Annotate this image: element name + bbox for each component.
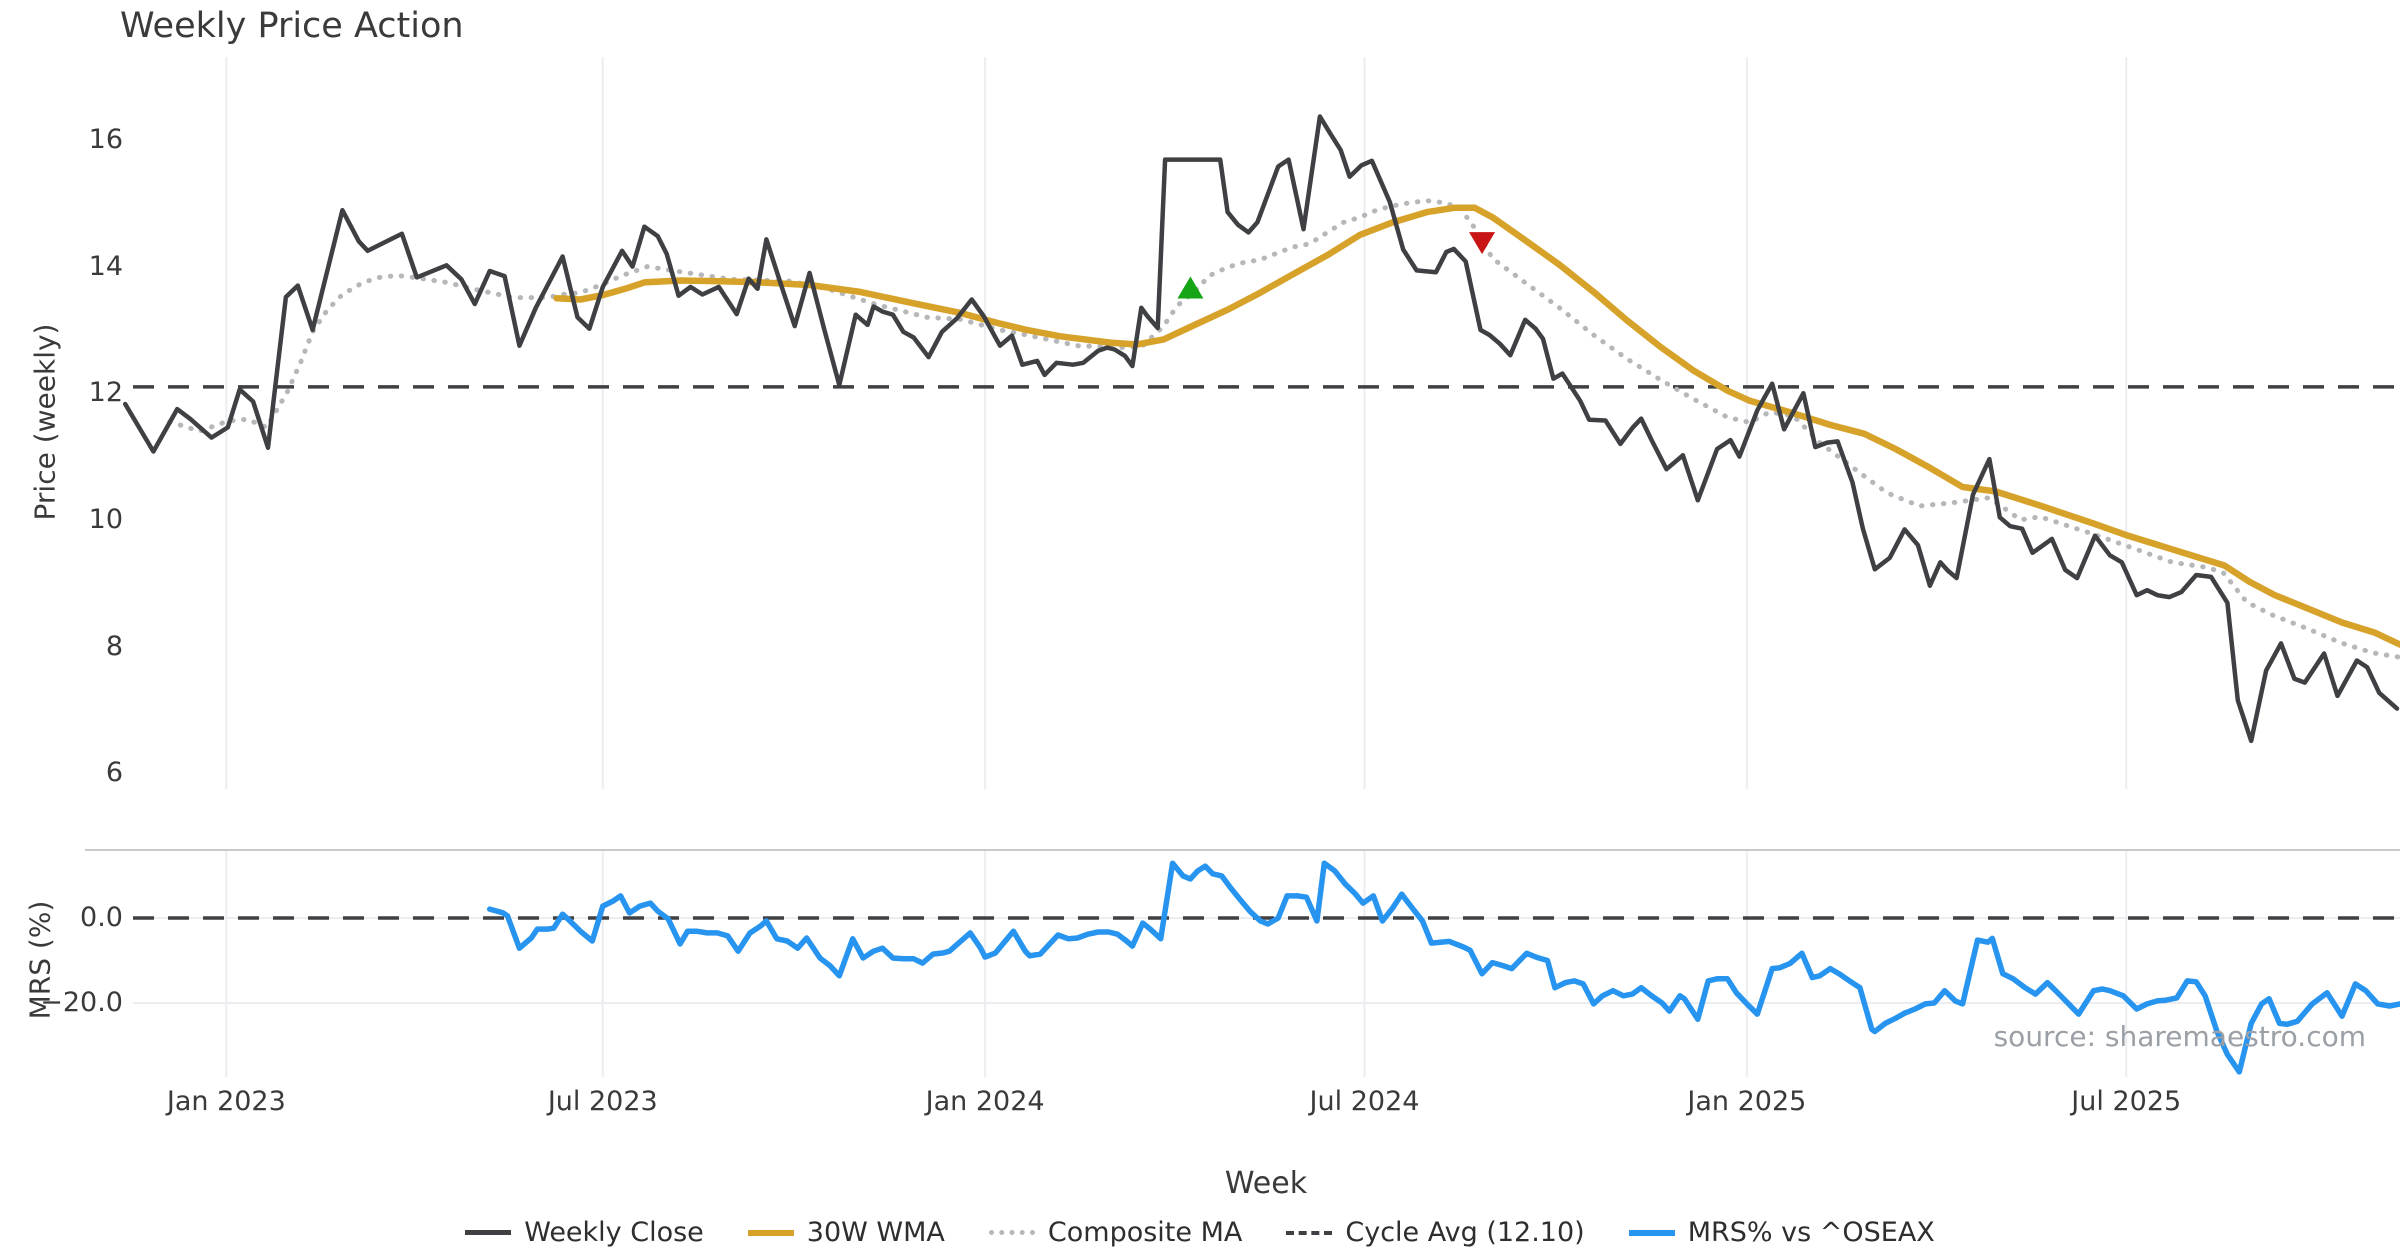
x-tick-jan-2024: Jan 2024: [925, 1086, 1045, 1117]
legend: Weekly Close 30W WMA Composite MA Cycle …: [0, 1217, 2400, 1248]
mrs-line-icon: [1628, 1229, 1675, 1236]
wma-line-icon: [747, 1229, 794, 1236]
price-tick-12: 12: [88, 377, 123, 409]
mrs-line: [486, 860, 2400, 1075]
price-tick-14: 14: [88, 250, 123, 282]
weekly-close-line-icon: [465, 1230, 512, 1235]
legend-label: Composite MA: [1047, 1217, 1243, 1248]
source-watermark: source: sharemaestro.com: [1993, 1020, 2366, 1053]
x-tick-jul-2023: Jul 2023: [547, 1086, 658, 1117]
x-tick-jul-2025: Jul 2025: [2071, 1086, 2182, 1117]
price-tick-6: 6: [105, 757, 123, 789]
wma-30w-line: [553, 204, 2400, 648]
cycle-avg-line-icon: [1286, 1230, 1333, 1235]
x-tick-jan-2025: Jan 2025: [1687, 1086, 1807, 1117]
legend-label: Cycle Avg (12.10): [1345, 1217, 1585, 1248]
x-axis-title: Week: [1224, 1166, 1308, 1201]
legend-item-composite-ma: Composite MA: [988, 1217, 1243, 1248]
legend-item-30w-wma: 30W WMA: [747, 1217, 945, 1248]
x-tick-jan-2023: Jan 2023: [166, 1086, 286, 1117]
legend-item-mrs: MRS% vs ^OSEAX: [1628, 1217, 1935, 1248]
legend-item-cycle-avg: Cycle Avg (12.10): [1286, 1217, 1585, 1248]
price-tick-10: 10: [88, 503, 123, 535]
composite-ma-line-icon: [988, 1230, 1035, 1235]
mrs-tick-0: 0.0: [80, 902, 123, 933]
legend-label: 30W WMA: [806, 1217, 945, 1248]
x-tick-jul-2024: Jul 2024: [1309, 1086, 1420, 1117]
price-tick-16: 16: [88, 123, 123, 155]
buy-signal-marker: [1177, 276, 1204, 299]
legend-label: Weekly Close: [524, 1217, 704, 1248]
weekly-close-line: [122, 114, 2400, 744]
legend-label: MRS% vs ^OSEAX: [1687, 1217, 1935, 1248]
sell-signal-marker: [1469, 232, 1496, 255]
legend-item-weekly-close: Weekly Close: [465, 1217, 704, 1248]
composite-ma-line: [167, 198, 2400, 660]
price-axis-label: Price (weekly): [28, 323, 62, 521]
chart-title: Weekly Price Action: [120, 6, 464, 46]
mrs-tick-neg20: −20.0: [40, 987, 123, 1019]
price-tick-8: 8: [105, 630, 123, 662]
